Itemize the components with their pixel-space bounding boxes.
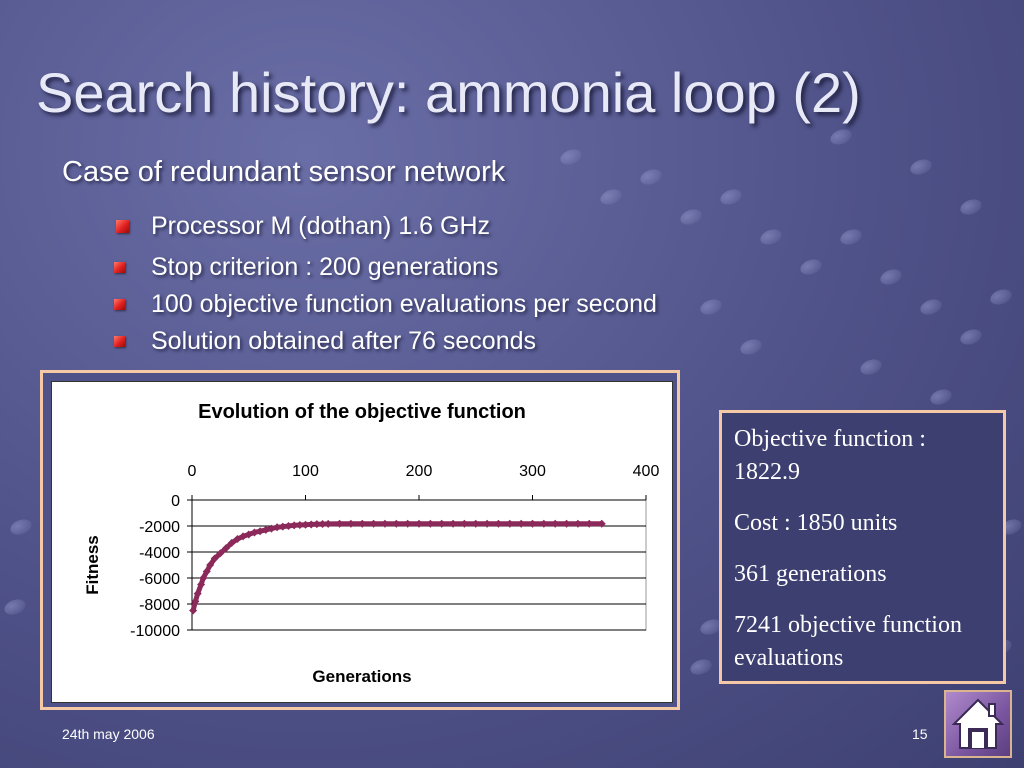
data-point (199, 574, 208, 582)
data-point (483, 519, 492, 528)
bullet-square-icon (114, 336, 125, 347)
y-tick-label: -6000 (139, 571, 180, 588)
x-tick-label: 200 (406, 463, 433, 480)
data-point (210, 554, 219, 563)
data-point (505, 519, 514, 528)
chart-area: Evolution of the objective function 0 -200… (51, 381, 673, 703)
data-point (562, 519, 571, 528)
x-tick-label: 100 (292, 463, 319, 480)
bullet-item: Solution obtained after 76 seconds (114, 327, 536, 356)
page-number: 15 (912, 726, 928, 742)
data-point (267, 524, 276, 533)
data-point (202, 567, 211, 576)
data-point (301, 520, 310, 529)
data-point (273, 523, 282, 532)
cost-value: Cost : 1850 units (734, 510, 898, 536)
x-axis-label: Generations (312, 667, 411, 686)
bullet-item: Processor M (dothan) 1.6 GHz (116, 212, 490, 241)
x-tick-label: 300 (519, 463, 546, 480)
y-tick-label: 0 (171, 493, 180, 510)
data-point (528, 519, 537, 528)
data-point (539, 519, 548, 528)
chart-title: Evolution of the objective function (198, 401, 526, 423)
bullet-square-icon (116, 220, 129, 233)
data-point (551, 519, 560, 528)
data-point (380, 519, 389, 528)
bullet-text: 100 objective function evaluations per s… (151, 290, 657, 318)
data-point (256, 527, 265, 536)
data-point (206, 561, 215, 569)
slide-title: Search history: ammonia loop (2) (36, 61, 861, 124)
bullet-text: Processor M (dothan) 1.6 GHz (151, 212, 491, 240)
home-button[interactable] (944, 690, 1012, 758)
bullet-square-icon (114, 262, 125, 273)
data-point (295, 520, 304, 529)
data-point (324, 519, 333, 528)
data-point (597, 519, 606, 528)
y-tick-label: -8000 (139, 597, 180, 614)
data-point (290, 521, 299, 530)
data-point (197, 580, 206, 589)
footer-date: 24th may 2006 (62, 726, 155, 742)
plot-area (191, 499, 647, 631)
data-point (216, 549, 225, 558)
y-tick-label: -10000 (130, 623, 180, 640)
objective-function-value: Objective function : 1822.9 (734, 426, 926, 485)
bullet-square-icon (114, 299, 125, 310)
data-point (227, 538, 236, 547)
chart-frame: Evolution of the objective function 0 -200… (40, 370, 680, 710)
data-point (250, 528, 259, 537)
bullet-text: Solution obtained after 76 seconds (151, 327, 536, 355)
data-point (369, 519, 378, 528)
bullet-item: Stop criterion : 200 generations (114, 253, 498, 282)
data-point (471, 519, 480, 528)
y-tick-label: -2000 (139, 519, 180, 536)
data-point (358, 519, 367, 528)
home-icon (951, 698, 1005, 749)
fitness-chart: Evolution of the objective function 0 -200… (83, 401, 660, 686)
data-point (392, 519, 401, 528)
evaluations-value: 7241 objective function evaluations (734, 612, 962, 671)
data-point (449, 519, 458, 528)
bullet-item: 100 objective function evaluations per s… (114, 290, 657, 319)
data-point (335, 519, 344, 528)
generations-value: 361 generations (734, 561, 887, 587)
data-point (307, 520, 316, 529)
y-axis-label: Fitness (83, 535, 102, 595)
data-point (415, 519, 423, 528)
data-point (189, 606, 198, 615)
bullet-text: Stop criterion : 200 generations (151, 253, 499, 281)
data-point (460, 519, 469, 528)
data-point (426, 519, 435, 528)
data-point (191, 597, 200, 606)
data-point (193, 589, 202, 598)
x-tick-label: 0 (188, 463, 197, 480)
x-tick-label: 400 (633, 463, 660, 480)
data-point (437, 519, 446, 528)
data-point (403, 519, 412, 528)
data-point (284, 522, 293, 530)
data-point (222, 544, 231, 553)
data-point (494, 519, 503, 528)
data-point (278, 522, 287, 531)
data-point (585, 519, 594, 528)
data-point (517, 519, 526, 528)
results-box: Objective function : 1822.9 Cost : 1850 … (719, 410, 1006, 684)
data-point (312, 520, 321, 529)
data-point (261, 525, 270, 534)
data-point (346, 519, 355, 528)
slide-subtitle: Case of redundant sensor network (62, 156, 506, 188)
data-point (233, 535, 242, 543)
data-point (573, 519, 582, 528)
data-point (318, 520, 327, 529)
y-tick-label: -4000 (139, 545, 180, 562)
